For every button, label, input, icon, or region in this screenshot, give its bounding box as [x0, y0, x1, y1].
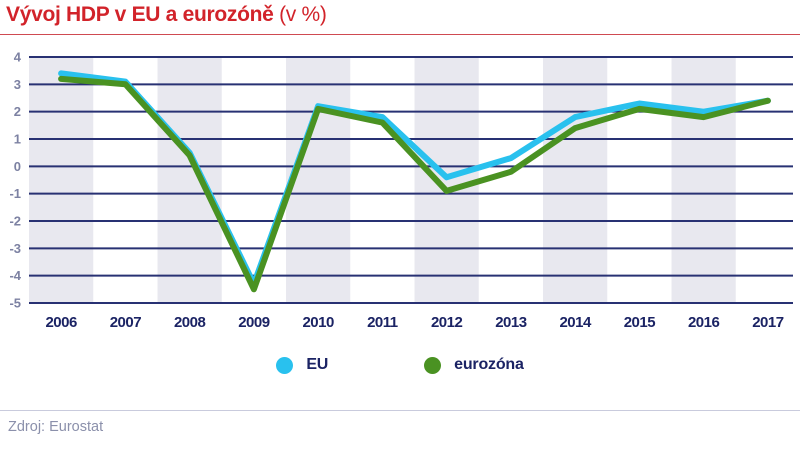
x-tick-label-2016: 2016	[688, 314, 720, 331]
chart-title-unit: (v %)	[273, 3, 327, 26]
y-tick-label--4: -4	[9, 268, 21, 283]
chart-title-main: Vývoj HDP v EU a eurozóně	[6, 3, 274, 26]
year-band-2006	[29, 57, 94, 303]
year-band-2014	[543, 57, 608, 303]
eurozona-series-label: eurozóna	[454, 356, 524, 373]
y-tick-label--2: -2	[9, 214, 21, 229]
legend-item-eurozona: eurozóna	[424, 356, 524, 374]
eu-series-label: EU	[306, 356, 329, 373]
x-tick-label-2007: 2007	[110, 314, 142, 331]
source-note: Zdroj: Eurostat	[8, 419, 104, 435]
y-tick-label-1: 1	[14, 132, 21, 147]
x-tick-label-2017: 2017	[752, 314, 784, 331]
x-tick-label-2013: 2013	[495, 314, 527, 331]
y-tick-label-0: 0	[14, 159, 21, 174]
x-tick-label-2014: 2014	[559, 314, 592, 331]
y-tick-label-3: 3	[14, 77, 21, 92]
chart-title: Vývoj HDP v EU a eurozóně (v %)	[6, 3, 327, 27]
y-tick-label--5: -5	[9, 296, 21, 311]
x-tick-label-2010: 2010	[302, 314, 334, 331]
y-tick-label--3: -3	[9, 241, 21, 256]
x-tick-label-2009: 2009	[238, 314, 270, 331]
series-line-eurozóna	[58, 75, 771, 293]
y-tick-label-4: 4	[14, 50, 22, 65]
y-tick-label-2: 2	[14, 104, 21, 119]
x-tick-label-2011: 2011	[367, 314, 398, 331]
legend-item-eu: EU	[276, 356, 328, 374]
chart-legend: EU eurozóna	[0, 356, 800, 374]
gdp-line-chart: 4 3 2 1 0 -1 -2 -3 -4 -5 2006 2007 2008 2009 2010 2011 2…	[9, 50, 793, 331]
title-divider-line	[0, 34, 800, 35]
eu-series-dot-icon	[276, 356, 294, 374]
x-tick-label-2008: 2008	[174, 314, 206, 331]
x-tick-label-2012: 2012	[431, 314, 463, 331]
y-tick-label--1: -1	[9, 186, 21, 201]
eurozona-series-dot-icon	[424, 356, 442, 374]
year-band-2010	[286, 57, 351, 303]
year-band-2008	[157, 57, 222, 303]
year-band-2016	[671, 57, 736, 303]
x-tick-label-2006: 2006	[45, 314, 77, 331]
footer-divider-line	[0, 410, 800, 411]
x-tick-label-2015: 2015	[624, 314, 656, 331]
